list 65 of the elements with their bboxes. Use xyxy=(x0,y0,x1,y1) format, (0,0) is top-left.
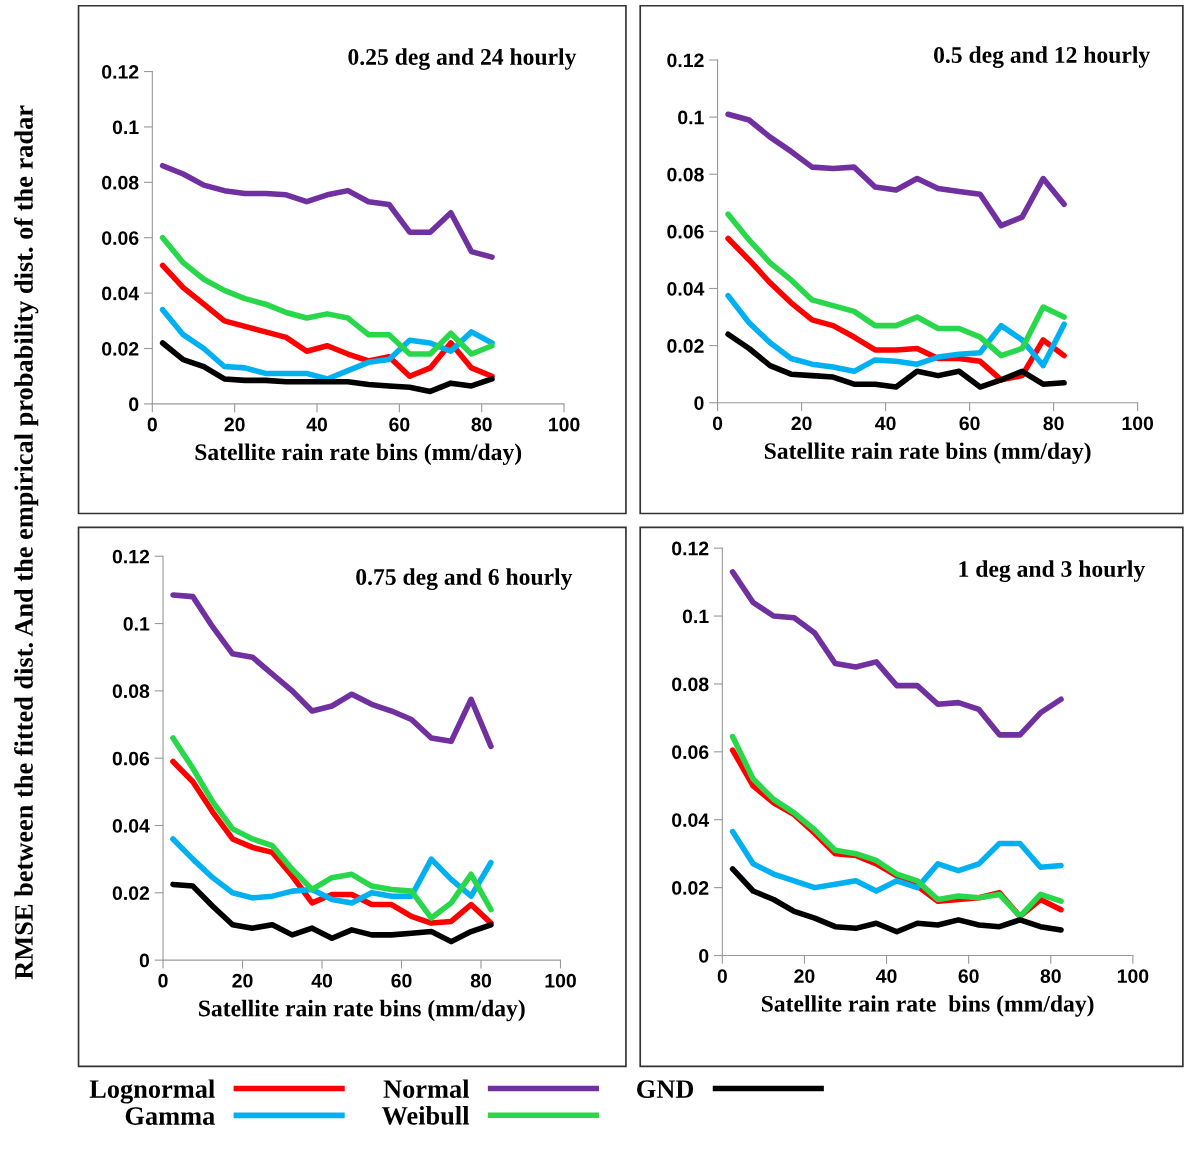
x-tick-label: 0 xyxy=(712,416,723,431)
x-axis-title: Satellite rain rate bins (mm/day) xyxy=(761,995,1094,1017)
y-tick-label: 0.12 xyxy=(102,65,139,79)
y-tick-label: 0.06 xyxy=(672,745,709,760)
legend-label: Weibull xyxy=(381,1106,470,1125)
chart-title: 0.25 deg and 24 hourly xyxy=(348,48,577,70)
x-tick-label: 40 xyxy=(875,416,896,431)
x-tick-label: 80 xyxy=(471,417,492,432)
x-tick-label: 80 xyxy=(1043,416,1064,431)
x-axis-title: Satellite rain rate bins (mm/day) xyxy=(199,999,525,1022)
x-tick-label: 100 xyxy=(545,973,576,988)
chart-title: 0.75 deg and 6 hourly xyxy=(356,568,573,590)
y-tick-label: 0.04 xyxy=(672,813,710,827)
x-tick-label: 100 xyxy=(549,417,580,432)
y-tick-label: 0.12 xyxy=(672,541,709,556)
x-tick-label: 0 xyxy=(158,973,168,988)
y-tick-label: 0.08 xyxy=(667,167,704,182)
y-tick-label: 0 xyxy=(139,953,150,968)
y-axis-title: RMSE between the fitted dist. And the empirical probability dist. of the radar xyxy=(14,105,39,980)
y-tick-label: 0.08 xyxy=(672,677,709,692)
y-tick-label: 0.08 xyxy=(112,684,150,699)
x-tick-label: 40 xyxy=(876,969,897,983)
x-tick-label: 20 xyxy=(794,969,815,983)
legend-label: GND xyxy=(637,1080,694,1098)
y-tick-label: 0.04 xyxy=(102,286,140,301)
x-tick-label: 60 xyxy=(389,417,410,432)
y-tick-label: 0.1 xyxy=(123,617,150,631)
y-tick-label: 0 xyxy=(129,397,139,412)
y-tick-label: 0.02 xyxy=(112,886,150,901)
x-tick-label: 100 xyxy=(1117,969,1149,983)
x-axis-title: Satellite rain rate bins (mm/day) xyxy=(764,442,1091,464)
y-tick-label: 0.1 xyxy=(112,120,139,135)
x-axis-title: Satellite rain rate bins (mm/day) xyxy=(195,443,522,466)
y-tick-label: 0.02 xyxy=(667,339,704,353)
x-tick-label: 100 xyxy=(1122,416,1154,431)
y-tick-label: 0.1 xyxy=(678,110,704,125)
x-tick-label: 0 xyxy=(717,969,727,983)
x-tick-label: 80 xyxy=(1040,969,1061,983)
x-tick-label: 20 xyxy=(232,973,253,988)
chart-title: 0.5 deg and 12 hourly xyxy=(934,46,1151,68)
x-tick-label: 20 xyxy=(791,416,812,431)
x-tick-label: 60 xyxy=(391,973,412,988)
legend-label: Lognormal xyxy=(89,1079,215,1104)
x-tick-label: 60 xyxy=(959,416,980,431)
x-tick-label: 20 xyxy=(224,417,245,432)
legend-label: Normal xyxy=(383,1079,470,1098)
x-tick-label: 60 xyxy=(958,969,979,983)
y-tick-label: 0.06 xyxy=(102,231,139,245)
y-tick-label: 0.12 xyxy=(667,53,704,68)
legend-label: Gamma xyxy=(125,1107,215,1125)
x-tick-label: 40 xyxy=(311,973,333,988)
y-tick-label: 0.06 xyxy=(112,751,150,766)
y-tick-label: 0.1 xyxy=(682,609,709,624)
y-tick-label: 0.06 xyxy=(667,224,704,239)
y-tick-label: 0.04 xyxy=(667,281,705,296)
x-tick-label: 40 xyxy=(306,417,328,432)
y-tick-label: 0 xyxy=(694,396,704,410)
y-tick-label: 0.04 xyxy=(112,818,150,833)
y-tick-label: 0.02 xyxy=(102,341,139,356)
y-tick-label: 0 xyxy=(699,948,709,963)
y-tick-label: 0.12 xyxy=(112,549,150,564)
chart-title: 1 deg and 3 hourly xyxy=(959,560,1145,582)
y-tick-label: 0.02 xyxy=(672,881,709,895)
x-tick-label: 80 xyxy=(470,973,492,988)
y-tick-label: 0.08 xyxy=(102,175,139,190)
